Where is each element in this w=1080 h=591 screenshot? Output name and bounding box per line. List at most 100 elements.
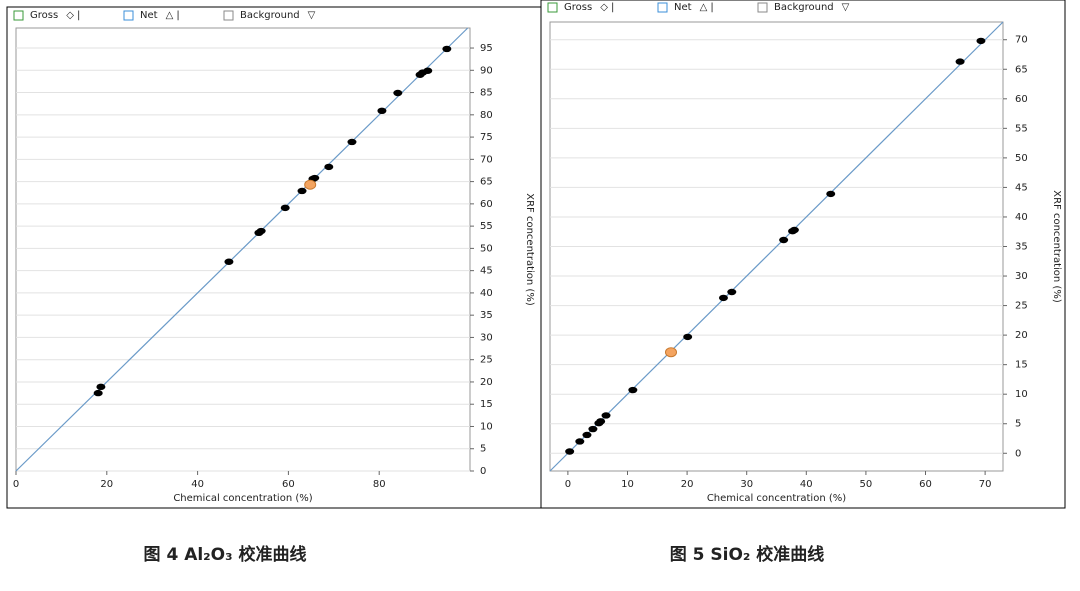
y-tick-label: 40 xyxy=(480,288,493,299)
data-point xyxy=(224,258,234,265)
data-point xyxy=(347,138,357,146)
data-point xyxy=(955,58,965,65)
data-point xyxy=(588,425,598,433)
legend-label: Background xyxy=(774,2,834,13)
y-tick-label: 35 xyxy=(1015,242,1028,253)
y-tick-label: 25 xyxy=(1015,301,1028,312)
y-axis-label: XRF concentration (%) xyxy=(1051,190,1062,303)
legend-label: Net xyxy=(674,2,692,13)
x-tick-label: 30 xyxy=(740,479,753,490)
y-tick-label: 45 xyxy=(1015,182,1028,193)
y-tick-label: 95 xyxy=(480,43,493,54)
fit-line xyxy=(549,21,1004,472)
legend-swatch xyxy=(657,2,668,13)
data-point xyxy=(256,227,266,235)
y-tick-label: 50 xyxy=(480,243,493,254)
legend-symbol: ▽ xyxy=(842,2,850,13)
data-point xyxy=(683,333,693,341)
y-axis-label: XRF concentration (%) xyxy=(524,193,535,306)
legend-label: Net xyxy=(140,10,158,21)
x-axis-label: Chemical concentration (%) xyxy=(707,493,846,504)
y-tick-label: 40 xyxy=(1015,212,1028,223)
x-tick-label: 60 xyxy=(919,479,932,490)
panel-frame xyxy=(540,0,1066,509)
y-tick-label: 80 xyxy=(480,110,493,121)
data-point xyxy=(310,174,320,182)
data-point xyxy=(393,89,403,97)
figure-caption: 图 4 Al₂O₃ 校准曲线 xyxy=(144,544,307,565)
y-tick-label: 0 xyxy=(480,466,486,477)
y-tick-label: 70 xyxy=(480,154,493,165)
data-point xyxy=(976,37,986,45)
legend-label: Gross xyxy=(30,10,58,21)
y-tick-label: 5 xyxy=(1015,419,1021,430)
y-tick-label: 60 xyxy=(1015,94,1028,105)
y-tick-label: 0 xyxy=(1015,448,1021,459)
legend-swatch xyxy=(547,2,558,13)
x-tick-label: 40 xyxy=(800,479,813,490)
y-tick-label: 30 xyxy=(1015,271,1028,282)
data-point xyxy=(582,431,592,439)
data-point xyxy=(789,226,799,234)
data-point xyxy=(442,45,452,53)
x-tick-label: 0 xyxy=(13,479,19,490)
legend-label: Background xyxy=(240,10,300,21)
legend-swatch xyxy=(123,10,134,21)
x-tick-label: 0 xyxy=(565,479,571,490)
x-tick-label: 60 xyxy=(282,479,295,490)
data-point xyxy=(423,67,433,74)
data-point xyxy=(297,187,307,195)
legend-symbol: ▽ xyxy=(308,10,316,21)
x-tick-label: 10 xyxy=(621,479,634,490)
legend-symbol: ◇ | xyxy=(600,2,614,13)
data-point xyxy=(826,190,836,198)
y-tick-label: 20 xyxy=(480,377,493,388)
data-point xyxy=(377,107,387,115)
y-tick-label: 10 xyxy=(480,421,493,432)
data-point xyxy=(601,412,611,419)
data-point xyxy=(628,386,638,394)
y-tick-label: 50 xyxy=(1015,153,1028,164)
y-tick-label: 15 xyxy=(480,399,493,410)
y-tick-label: 70 xyxy=(1015,35,1028,46)
data-point xyxy=(280,204,290,212)
x-tick-label: 50 xyxy=(860,479,873,490)
legend-symbol: △ | xyxy=(166,10,180,21)
y-tick-label: 35 xyxy=(480,310,493,321)
data-point xyxy=(96,383,106,391)
y-tick-label: 90 xyxy=(480,65,493,76)
x-tick-label: 40 xyxy=(191,479,204,490)
legend-symbol: △ | xyxy=(700,2,714,13)
y-tick-label: 25 xyxy=(480,355,493,366)
y-tick-label: 45 xyxy=(480,266,493,277)
data-point xyxy=(718,294,728,302)
data-point xyxy=(304,179,317,190)
legend-swatch xyxy=(757,2,768,13)
data-point xyxy=(727,288,737,296)
data-point xyxy=(596,418,606,425)
y-tick-label: 85 xyxy=(480,88,493,99)
legend-symbol: ◇ | xyxy=(66,10,80,21)
y-tick-label: 5 xyxy=(480,444,486,455)
data-point xyxy=(324,163,334,171)
data-point xyxy=(779,236,789,244)
legend-swatch xyxy=(223,10,234,21)
y-tick-label: 15 xyxy=(1015,360,1028,371)
x-tick-label: 70 xyxy=(979,479,992,490)
y-tick-label: 65 xyxy=(480,177,493,188)
y-tick-label: 75 xyxy=(480,132,493,143)
fit-line xyxy=(15,27,469,472)
x-tick-label: 20 xyxy=(681,479,694,490)
x-tick-label: 80 xyxy=(373,479,386,490)
data-point xyxy=(93,389,103,397)
y-tick-label: 20 xyxy=(1015,330,1028,341)
x-tick-label: 20 xyxy=(100,479,113,490)
legend-swatch xyxy=(13,10,24,21)
y-tick-label: 60 xyxy=(480,199,493,210)
data-point xyxy=(664,347,677,358)
y-tick-label: 30 xyxy=(480,332,493,343)
y-tick-label: 10 xyxy=(1015,389,1028,400)
figure-caption: 图 5 SiO₂ 校准曲线 xyxy=(670,544,825,565)
x-axis-label: Chemical concentration (%) xyxy=(173,493,312,504)
